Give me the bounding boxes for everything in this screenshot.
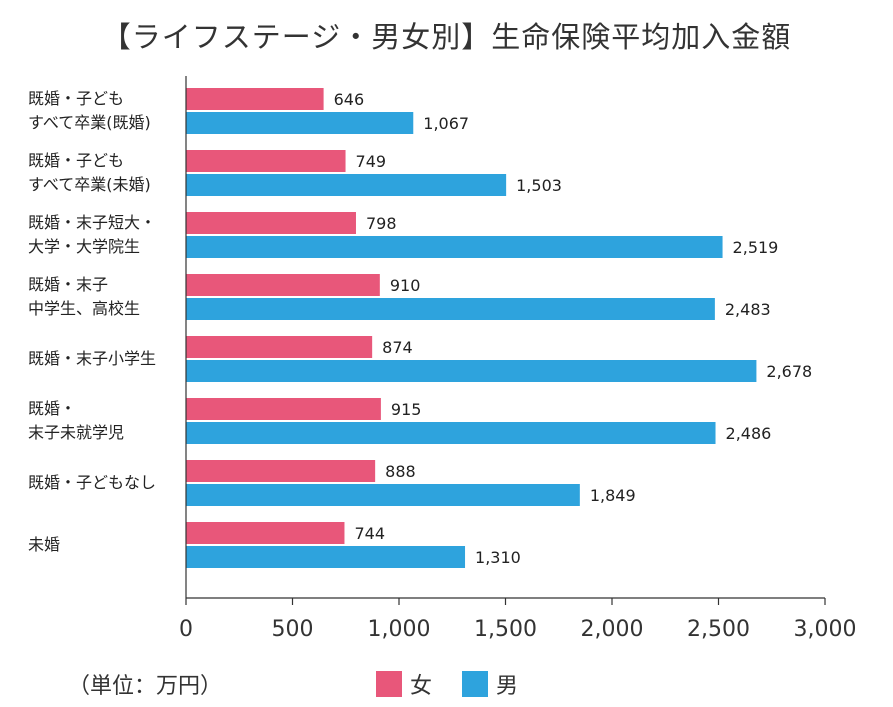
bar-female-2 <box>186 212 356 234</box>
x-tick-label-4: 2,000 <box>581 617 644 642</box>
value-label-male-2: 2,519 <box>733 238 779 257</box>
value-label-male-3: 2,483 <box>725 300 771 319</box>
legend-label-male: 男 <box>496 674 519 699</box>
chart-title: 【ライフステージ・男女別】生命保険平均加入金額 <box>101 20 792 54</box>
legend-swatch-female <box>376 671 402 697</box>
category-label-0: 既婚・子ども すべて卒業(既婚) <box>28 89 151 132</box>
bar-male-4 <box>186 360 757 382</box>
value-label-male-6: 1,849 <box>590 486 636 505</box>
category-label-6: 既婚・子どもなし <box>28 473 157 492</box>
category-label-5: 既婚・ 末子未就学児 <box>28 399 125 442</box>
category-label-2: 既婚・末子短大・ 大学・大学院生 <box>28 213 157 256</box>
legend-label-female: 女 <box>410 674 433 699</box>
value-label-male-1: 1,503 <box>516 176 562 195</box>
category-label-4: 既婚・末子小学生 <box>28 349 157 368</box>
value-label-male-5: 2,486 <box>726 424 772 443</box>
value-label-female-1: 749 <box>356 152 387 171</box>
x-tick-label-3: 1,500 <box>474 617 537 642</box>
category-label-3: 既婚・末子 中学生、高校生 <box>28 275 141 318</box>
value-label-female-7: 744 <box>354 524 385 543</box>
x-tick-label-0: 0 <box>179 617 193 642</box>
bar-male-1 <box>186 174 507 196</box>
value-label-female-5: 915 <box>391 400 422 419</box>
value-label-male-4: 2,678 <box>766 362 812 381</box>
bar-male-7 <box>186 546 466 568</box>
x-tick-label-5: 2,500 <box>687 617 750 642</box>
category-label-1: 既婚・子ども すべて卒業(未婚) <box>28 151 151 194</box>
legend-swatch-male <box>462 671 488 697</box>
unit-label: （単位：万円） <box>68 674 223 699</box>
value-label-female-2: 798 <box>366 214 397 233</box>
x-tick-label-2: 1,000 <box>368 617 431 642</box>
bar-male-3 <box>186 298 715 320</box>
bar-female-5 <box>186 398 381 420</box>
bar-male-2 <box>186 236 723 258</box>
bar-female-4 <box>186 336 373 358</box>
value-label-male-7: 1,310 <box>475 548 521 567</box>
x-tick-label-6: 3,000 <box>794 617 857 642</box>
bar-female-6 <box>186 460 376 482</box>
bar-female-7 <box>186 522 345 544</box>
bar-female-0 <box>186 88 324 110</box>
x-tick-label-1: 500 <box>272 617 314 642</box>
bar-female-1 <box>186 150 346 172</box>
legend-item-male: 男 <box>462 668 518 700</box>
value-label-female-4: 874 <box>382 338 413 357</box>
value-label-female-0: 646 <box>334 90 365 109</box>
category-label-7: 未婚 <box>28 535 61 554</box>
bar-male-0 <box>186 112 414 134</box>
value-label-female-6: 888 <box>385 462 416 481</box>
bar-male-6 <box>186 484 580 506</box>
legend-item-female: 女 <box>376 668 432 700</box>
value-label-female-3: 910 <box>390 276 421 295</box>
bar-male-5 <box>186 422 716 444</box>
value-label-male-0: 1,067 <box>423 114 469 133</box>
bar-female-3 <box>186 274 380 296</box>
